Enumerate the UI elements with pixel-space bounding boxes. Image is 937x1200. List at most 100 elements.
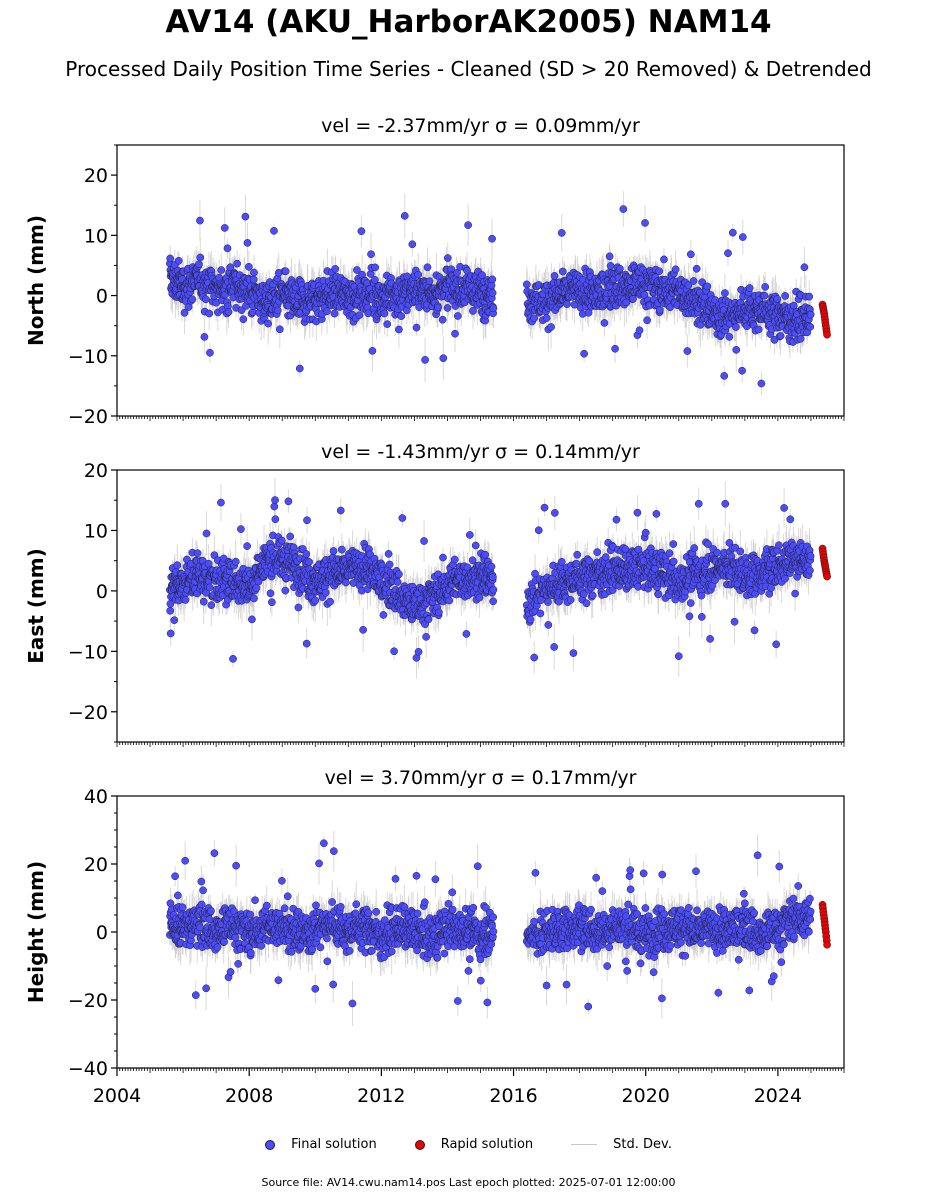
final-solution-point xyxy=(660,255,668,264)
y-tick-label: 0 xyxy=(96,286,108,308)
final-solution-point xyxy=(451,329,459,338)
final-solution-point xyxy=(439,354,448,363)
final-solution-point xyxy=(438,315,447,324)
page-title: AV14 (AKU_HarborAK2005) NAM14 xyxy=(165,4,772,40)
final-solution-point xyxy=(761,283,770,291)
final-solution-point xyxy=(453,312,462,320)
final-solution-point xyxy=(640,291,649,299)
final-solution-point xyxy=(239,315,248,324)
final-solution-point xyxy=(397,312,406,320)
final-solution-point xyxy=(635,326,644,335)
final-solution-point xyxy=(789,301,798,310)
final-solution-point xyxy=(421,356,429,364)
final-solution-point xyxy=(443,304,452,312)
y-tick-label: 10 xyxy=(84,225,108,247)
final-solution-point xyxy=(725,333,734,341)
final-solution-point xyxy=(611,344,619,353)
final-solution-point xyxy=(463,266,471,275)
final-solution-point xyxy=(355,311,364,320)
final-solution-point xyxy=(224,308,233,316)
final-solution-point xyxy=(383,320,392,328)
final-solution-point xyxy=(781,292,789,300)
final-solution-point xyxy=(464,221,472,229)
final-solution-point xyxy=(469,307,477,315)
north-panel-title: vel = -2.37mm/yr σ = 0.09mm/yr xyxy=(321,115,640,137)
final-solution-point xyxy=(757,379,766,388)
final-solution-point xyxy=(689,277,698,285)
final-solution-point xyxy=(196,253,205,262)
final-solution-point xyxy=(423,263,432,272)
final-solution-point xyxy=(738,233,747,241)
rapid-solution-point xyxy=(823,330,831,339)
final-solution-point xyxy=(249,275,258,284)
final-solution-point xyxy=(233,259,241,268)
east-plot-area xyxy=(166,477,831,679)
final-solution-point xyxy=(600,319,609,327)
final-solution-point xyxy=(547,323,555,331)
y-tick-label: −20 xyxy=(68,406,108,428)
final-solution-point xyxy=(281,267,290,276)
final-solution-point xyxy=(806,310,815,319)
final-solution-point xyxy=(371,263,380,272)
final-solution-point xyxy=(557,229,566,237)
final-solution-point xyxy=(800,263,809,272)
final-solution-point xyxy=(692,264,701,273)
final-solution-point xyxy=(605,252,614,261)
final-solution-point xyxy=(684,281,693,290)
final-solution-point xyxy=(412,323,421,332)
final-solution-point xyxy=(205,309,214,318)
final-solution-point xyxy=(244,262,253,271)
final-solution-point xyxy=(295,364,304,373)
y-tick-label: −10 xyxy=(68,346,108,368)
final-solution-point xyxy=(196,216,204,225)
final-solution-point xyxy=(666,303,675,312)
final-solution-point xyxy=(732,346,741,354)
final-solution-point xyxy=(275,325,284,334)
final-solution-point xyxy=(264,319,272,328)
final-solution-point xyxy=(166,254,174,263)
final-solution-point xyxy=(683,347,692,355)
final-solution-point xyxy=(370,276,379,284)
final-solution-point xyxy=(488,234,496,243)
final-solution-point xyxy=(188,295,197,304)
final-solution-point xyxy=(241,212,250,221)
final-solution-point xyxy=(400,212,409,220)
final-solution-point xyxy=(671,265,680,274)
final-solution-point xyxy=(580,349,588,358)
final-solution-point xyxy=(453,268,461,277)
final-solution-point xyxy=(686,250,695,259)
final-solution-point xyxy=(724,249,732,258)
final-solution-point xyxy=(732,323,740,331)
final-solution-point xyxy=(738,366,746,375)
final-solution-point xyxy=(226,263,235,272)
final-solution-point xyxy=(720,372,729,380)
final-solution-point xyxy=(641,219,649,227)
y-tick-label: 20 xyxy=(84,165,108,187)
final-solution-point xyxy=(395,325,403,334)
final-solution-point xyxy=(273,306,282,315)
final-solution-point xyxy=(434,303,443,312)
final-solution-point xyxy=(223,244,232,253)
final-solution-point xyxy=(488,289,497,297)
final-solution-point xyxy=(728,228,737,237)
final-solution-point xyxy=(530,314,539,323)
final-solution-point xyxy=(563,300,571,308)
final-solution-point xyxy=(368,347,377,355)
final-solution-point xyxy=(243,239,252,247)
final-solution-point xyxy=(655,306,664,314)
final-solution-point xyxy=(270,226,278,235)
final-solution-point xyxy=(776,332,785,340)
final-solution-point xyxy=(174,256,183,265)
final-solution-point xyxy=(745,284,754,292)
final-solution-point xyxy=(200,333,209,341)
final-solution-point xyxy=(488,275,497,284)
final-solution-point xyxy=(760,291,769,300)
final-solution-point xyxy=(250,268,258,277)
final-solution-point xyxy=(408,240,417,249)
page-subtitle: Processed Daily Position Time Series - C… xyxy=(65,57,872,81)
final-solution-point xyxy=(195,260,203,269)
final-solution-point xyxy=(489,304,498,313)
final-solution-point xyxy=(629,294,637,303)
final-solution-point xyxy=(606,262,615,270)
